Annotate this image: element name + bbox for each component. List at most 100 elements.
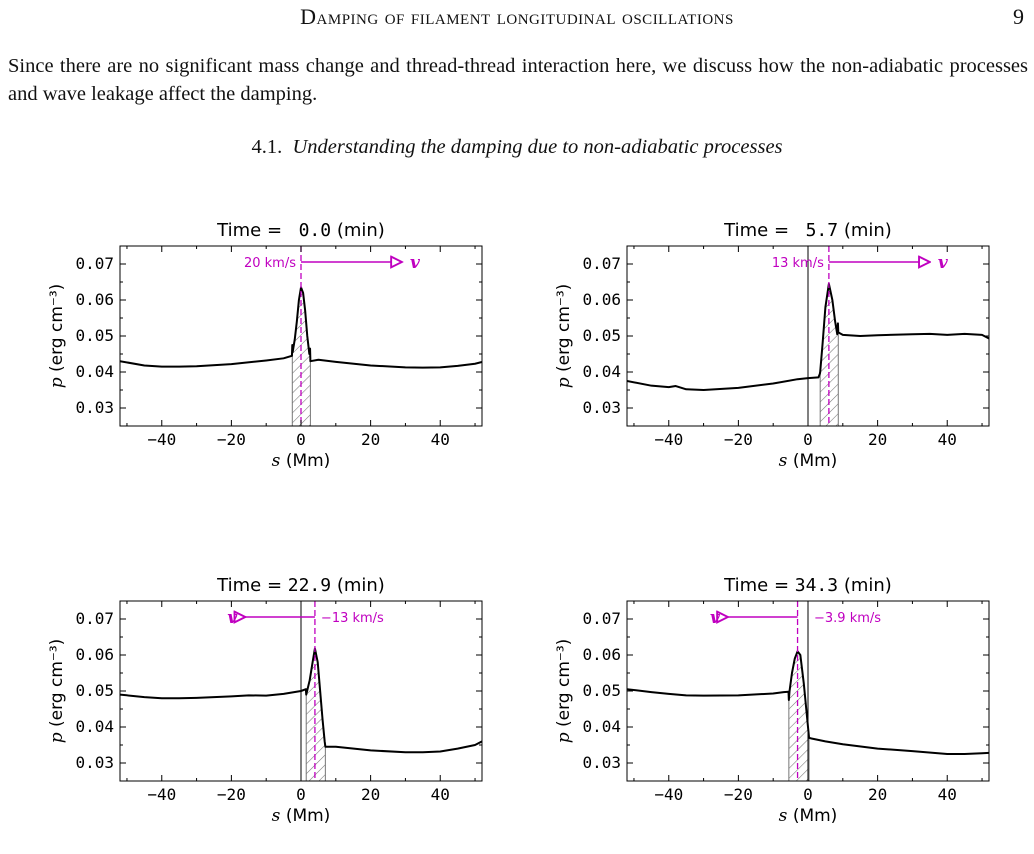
chart-title-value: 34.3: [795, 575, 838, 596]
y-tick-label: 0.07: [582, 254, 621, 273]
x-tick-label: 0: [803, 785, 813, 804]
x-axis-label: s (Mm): [272, 806, 331, 826]
chart-title: Time = 5.7 (min): [723, 220, 892, 241]
chart-title-value: 0.0: [288, 220, 331, 241]
pressure-chart-t3: Time = 34.3 (min)v −3.9 km/s−40 −20 0 20 400.…: [554, 575, 990, 826]
y-axis-variable: p: [554, 372, 574, 388]
y-tick-label: 0.03: [75, 753, 114, 772]
x-axis-unit: (Mm): [286, 806, 331, 826]
x-tick-label: 40: [938, 430, 957, 449]
pressure-curve: [627, 650, 989, 755]
chart-title-prefix: Time =: [216, 575, 288, 596]
x-tick-label: 40: [938, 785, 957, 804]
velocity-symbol: v: [410, 253, 421, 273]
x-tick-label: 40: [431, 785, 450, 804]
velocity-value-label: 13 km/s: [772, 256, 824, 271]
pressure-curve: [120, 286, 482, 369]
y-axis-label: p (erg cm⁻³): [47, 284, 67, 389]
x-tick-label: −20: [724, 785, 753, 804]
x-tick-label: −40: [147, 430, 176, 449]
velocity-value-label: −13 km/s: [321, 611, 384, 626]
y-axis-unit: (erg cm⁻³): [47, 639, 67, 727]
chart-title-prefix: Time =: [216, 220, 288, 241]
y-axis-unit: (erg cm⁻³): [47, 284, 67, 372]
y-tick-label: 0.07: [75, 609, 114, 628]
x-tick-label: −40: [147, 785, 176, 804]
y-tick-label: 0.04: [582, 362, 621, 381]
pressure-curve: [120, 647, 482, 754]
x-tick-label: 0: [296, 785, 306, 804]
y-axis-label: p (erg cm⁻³): [554, 639, 574, 744]
x-tick-label: 0: [803, 430, 813, 449]
x-tick-label: −20: [217, 785, 246, 804]
y-tick-label: 0.05: [75, 681, 114, 700]
y-tick-label: 0.06: [582, 290, 621, 309]
pressure-chart-t1: Time = 5.7 (min) v 13 km/s −40 −20 0 20 40 0.03 0…: [554, 220, 990, 471]
x-axis-variable: s: [272, 451, 286, 471]
page-number: 9: [1013, 4, 1024, 29]
y-axis-variable: p: [47, 372, 67, 388]
chart-title: Time = 34.3 (min): [723, 575, 892, 596]
x-tick-label: −20: [217, 430, 246, 449]
x-tick-label: −40: [654, 785, 683, 804]
x-axis-label: s (Mm): [779, 806, 838, 826]
chart-title-unit: (min): [838, 575, 892, 596]
chart-title-value: 22.9: [288, 575, 331, 596]
y-axis-variable: p: [47, 727, 67, 743]
pressure-chart-t0: Time = 0.0 (min) v 20 km/s −40 −20 0 20 40 0.03 0…: [47, 220, 483, 471]
velocity-value-label: 20 km/s: [244, 256, 296, 271]
x-axis-label: s (Mm): [272, 451, 331, 471]
x-tick-label: −20: [724, 430, 753, 449]
x-tick-label: 20: [868, 430, 887, 449]
y-tick-label: 0.07: [582, 609, 621, 628]
y-tick-label: 0.05: [582, 681, 621, 700]
x-axis-unit: (Mm): [793, 451, 838, 471]
y-axis-unit: (erg cm⁻³): [554, 284, 574, 372]
x-axis-unit: (Mm): [286, 451, 331, 471]
x-axis-label: s (Mm): [779, 451, 838, 471]
chart-title-unit: (min): [331, 575, 385, 596]
y-tick-label: 0.04: [75, 362, 114, 381]
x-tick-label: 20: [868, 785, 887, 804]
chart-title-prefix: Time =: [723, 575, 795, 596]
x-tick-label: 0: [296, 430, 306, 449]
y-tick-label: 0.06: [75, 290, 114, 309]
page-header: Damping of filament longitudinal oscilla…: [0, 4, 1034, 32]
velocity-symbol: v: [938, 253, 949, 273]
running-title: Damping of filament longitudinal oscilla…: [300, 4, 734, 29]
velocity-value-label: −3.9 km/s: [814, 611, 881, 626]
velocity-symbol: v: [710, 608, 721, 628]
y-axis-unit: (erg cm⁻³): [554, 639, 574, 727]
x-tick-label: 20: [361, 785, 380, 804]
chart-title-value: 5.7: [795, 220, 838, 241]
chart-title: Time = 0.0 (min): [216, 220, 385, 241]
x-tick-label: 20: [361, 430, 380, 449]
pressure-chart-t2: Time = 22.9 (min) v −13 km/s −40 −20 0 20 40 0.0…: [47, 575, 483, 826]
pressure-curve: [627, 282, 989, 391]
x-axis-variable: s: [779, 451, 793, 471]
y-tick-label: 0.04: [75, 717, 114, 736]
y-tick-label: 0.05: [75, 326, 114, 345]
x-axis-unit: (Mm): [793, 806, 838, 826]
section-heading: 4.1. Understanding the damping due to no…: [0, 136, 1034, 159]
y-tick-label: 0.06: [75, 645, 114, 664]
x-tick-label: 40: [431, 430, 450, 449]
x-axis-variable: s: [272, 806, 286, 826]
y-tick-label: 0.05: [582, 326, 621, 345]
y-tick-label: 0.03: [582, 398, 621, 417]
y-tick-label: 0.06: [582, 645, 621, 664]
section-number: 4.1.: [251, 136, 283, 158]
velocity-symbol: v: [227, 608, 238, 628]
y-axis-label: p (erg cm⁻³): [554, 284, 574, 389]
chart-title-unit: (min): [331, 220, 385, 241]
section-title: Understanding the damping due to non-adi…: [292, 136, 783, 158]
y-tick-label: 0.03: [75, 398, 114, 417]
chart-title-unit: (min): [838, 220, 892, 241]
y-tick-label: 0.04: [582, 717, 621, 736]
y-axis-label: p (erg cm⁻³): [47, 639, 67, 744]
y-tick-label: 0.03: [582, 753, 621, 772]
x-axis-variable: s: [779, 806, 793, 826]
y-tick-label: 0.07: [75, 254, 114, 273]
chart-title-prefix: Time =: [723, 220, 795, 241]
y-axis-variable: p: [554, 727, 574, 743]
